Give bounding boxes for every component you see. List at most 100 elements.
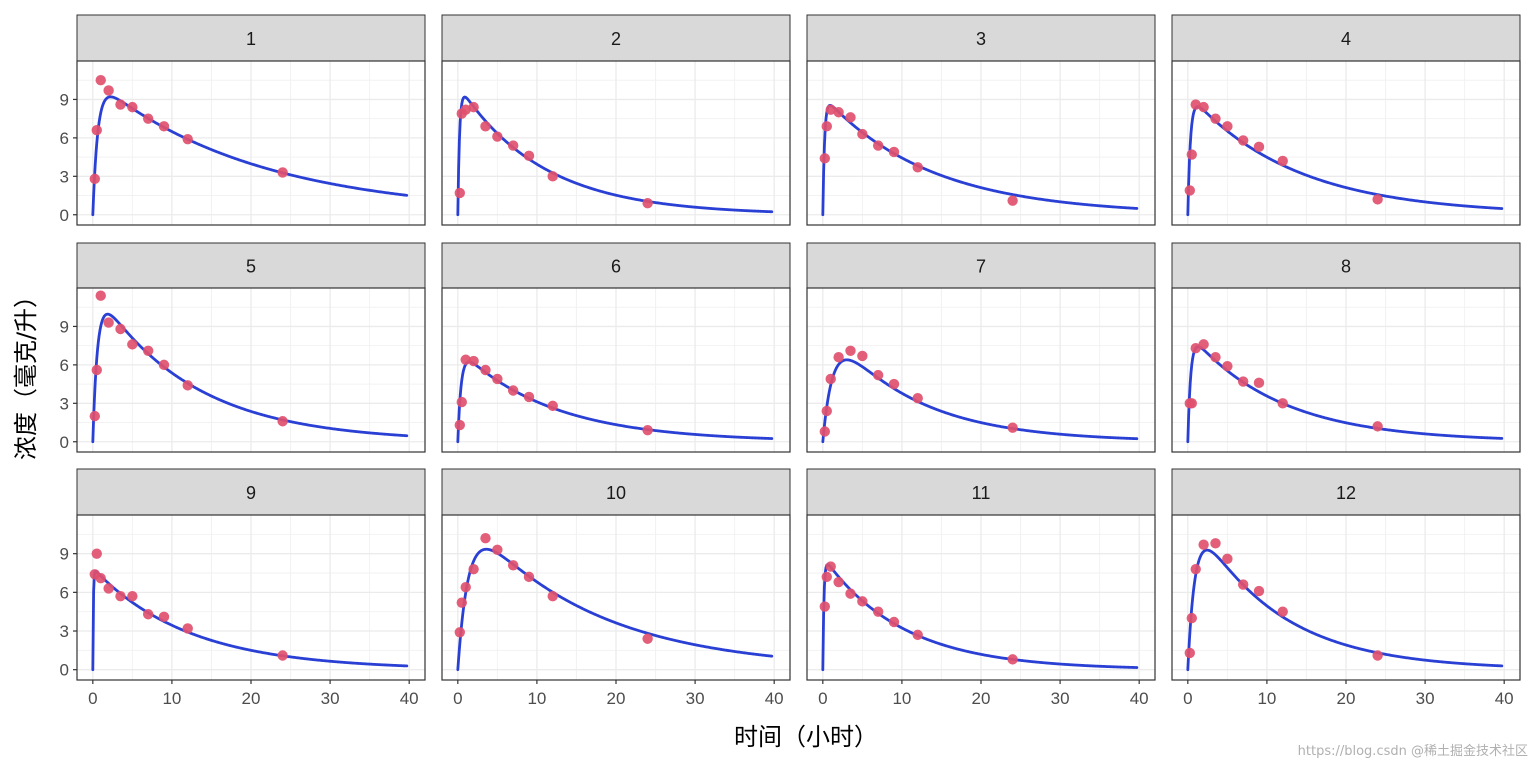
facet-panel-2: 2	[441, 14, 791, 226]
data-point	[1190, 343, 1201, 354]
data-point	[1198, 539, 1209, 550]
data-point	[492, 373, 503, 385]
data-point	[507, 140, 519, 151]
panel-border	[1171, 60, 1521, 226]
data-point	[1007, 654, 1018, 665]
data-point	[872, 606, 884, 617]
data-point	[115, 591, 126, 602]
data-point	[468, 101, 479, 113]
data-point	[821, 571, 832, 583]
data-point	[1222, 553, 1233, 565]
data-point	[1184, 185, 1195, 196]
data-point	[819, 426, 830, 437]
data-point	[277, 167, 288, 178]
facet-strip-label: 9	[246, 483, 256, 503]
y-tick-label: 0	[60, 661, 69, 680]
data-point	[1190, 563, 1201, 575]
y-tick-label: 3	[60, 394, 69, 413]
data-point	[825, 561, 836, 572]
facet-strip	[76, 242, 426, 289]
data-point	[454, 627, 465, 638]
data-point	[1277, 398, 1288, 409]
data-point	[95, 290, 106, 301]
data-point	[182, 380, 193, 391]
data-point	[127, 339, 138, 350]
facet-panel-12: 12 0 10 20 30 40	[1171, 468, 1521, 708]
data-point	[456, 597, 467, 608]
data-point	[277, 416, 288, 427]
data-point	[912, 162, 923, 173]
data-point	[833, 351, 844, 363]
data-point	[1198, 339, 1209, 350]
panel-border	[76, 60, 426, 226]
data-point	[845, 345, 856, 356]
facet-strip	[1171, 468, 1521, 516]
facet-panel-11: 11 0 10 20 30 40	[806, 468, 1156, 708]
data-point	[454, 419, 465, 431]
data-point	[833, 107, 844, 118]
y-tick-label: 0	[60, 433, 69, 452]
data-point	[1237, 376, 1249, 387]
data-point	[912, 392, 923, 404]
data-point	[819, 601, 830, 612]
data-point	[547, 171, 558, 182]
facet-strip-label: 12	[1336, 483, 1356, 503]
data-point	[158, 611, 170, 623]
facet-panel-1: 1 0 3 6 9	[60, 14, 426, 226]
x-tick-label: 10	[892, 689, 911, 708]
data-point	[468, 355, 479, 367]
data-point	[103, 583, 114, 594]
data-point	[888, 146, 900, 158]
data-point	[492, 131, 503, 142]
y-tick-label: 6	[60, 129, 69, 148]
x-tick-label: 0	[453, 689, 462, 708]
data-point	[142, 609, 154, 620]
data-point	[182, 133, 193, 145]
panel-border	[1171, 287, 1521, 453]
data-point	[460, 354, 471, 365]
data-point	[480, 533, 491, 544]
x-tick-label: 40	[400, 689, 419, 708]
data-point	[182, 623, 193, 634]
data-point	[1253, 377, 1265, 389]
data-point	[1186, 398, 1197, 409]
y-tick-label: 9	[60, 545, 69, 564]
data-point	[1184, 647, 1195, 659]
facet-strip-label: 8	[1341, 257, 1351, 277]
data-point	[872, 140, 884, 151]
y-tick-label: 0	[60, 206, 69, 225]
x-tick-label: 0	[818, 689, 827, 708]
facet-panel-3: 3	[806, 14, 1156, 226]
facet-panel-9: 9 0 3 6 9 0 10 20 30 40	[60, 468, 426, 708]
data-point	[142, 345, 154, 356]
data-point	[460, 581, 471, 593]
facet-strip	[441, 242, 791, 289]
facet-panel-7: 7	[806, 242, 1156, 453]
data-point	[127, 591, 138, 602]
data-point	[857, 128, 868, 140]
data-point	[89, 173, 100, 185]
data-point	[468, 563, 479, 575]
facet-strip	[1171, 242, 1521, 289]
data-point	[1210, 113, 1221, 124]
data-point	[1186, 612, 1197, 624]
data-point	[845, 588, 856, 599]
data-point	[872, 369, 884, 381]
data-point	[507, 385, 519, 396]
data-point	[1210, 351, 1221, 363]
data-point	[91, 124, 102, 136]
data-point	[127, 101, 138, 113]
x-tick-label: 10	[1257, 689, 1276, 708]
data-point	[523, 150, 535, 162]
data-point	[821, 121, 832, 132]
y-axis-title: 浓度（毫克/升）	[12, 284, 40, 460]
data-point	[142, 113, 154, 124]
watermark: https://blog.csdn @稀土掘金技术社区	[1298, 743, 1528, 759]
data-point	[91, 364, 102, 376]
data-point	[1222, 360, 1233, 372]
data-point	[1237, 579, 1249, 590]
facet-strip-label: 7	[976, 257, 986, 277]
data-point	[103, 317, 114, 328]
x-tick-label: 30	[321, 689, 340, 708]
panel-border	[76, 287, 426, 453]
